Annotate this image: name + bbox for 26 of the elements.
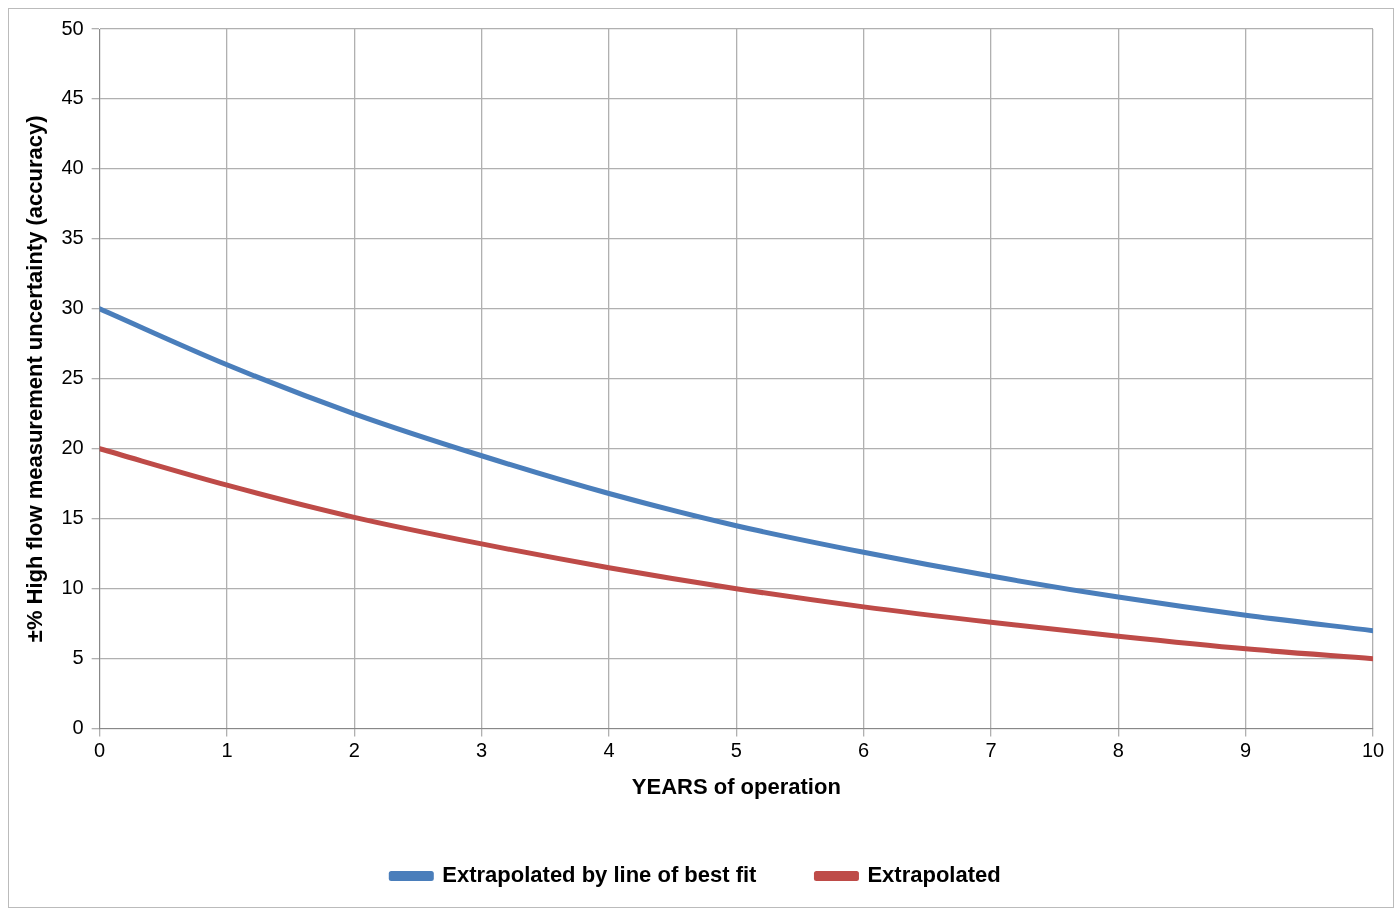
- x-tick-label: 5: [730, 739, 742, 762]
- x-axis-title: YEARS of operation: [631, 773, 841, 799]
- x-tick-label: 7: [985, 739, 997, 762]
- y-tick-label: 25: [61, 366, 84, 389]
- y-tick-label: 50: [61, 16, 84, 39]
- y-tick-label: 5: [72, 646, 84, 669]
- x-tick-label: 10: [1361, 739, 1385, 762]
- x-tick-label: 0: [94, 739, 106, 762]
- y-tick-label: 15: [61, 506, 84, 529]
- x-tick-label: 9: [1240, 739, 1252, 762]
- y-tick-label: 40: [61, 156, 84, 179]
- legend-label: Extrapolated: [867, 862, 1001, 888]
- y-tick-label: 30: [61, 296, 84, 319]
- y-tick-label: 0: [72, 716, 84, 739]
- y-axis-title: ±% High flow measurement uncertainty (accuracy): [22, 115, 48, 643]
- x-tick-label: 6: [858, 739, 870, 762]
- x-tick-label: 1: [221, 739, 233, 762]
- legend-label: Extrapolated by line of best fit: [442, 862, 758, 888]
- x-tick-label: 3: [476, 739, 488, 762]
- y-tick-label: 10: [61, 576, 84, 599]
- y-tick-label: 20: [61, 436, 84, 459]
- x-tick-label: 2: [348, 739, 360, 762]
- x-tick-label: 4: [603, 739, 615, 762]
- y-tick-label: 35: [61, 226, 84, 249]
- y-tick-label: 45: [61, 86, 84, 109]
- x-tick-label: 8: [1112, 739, 1124, 762]
